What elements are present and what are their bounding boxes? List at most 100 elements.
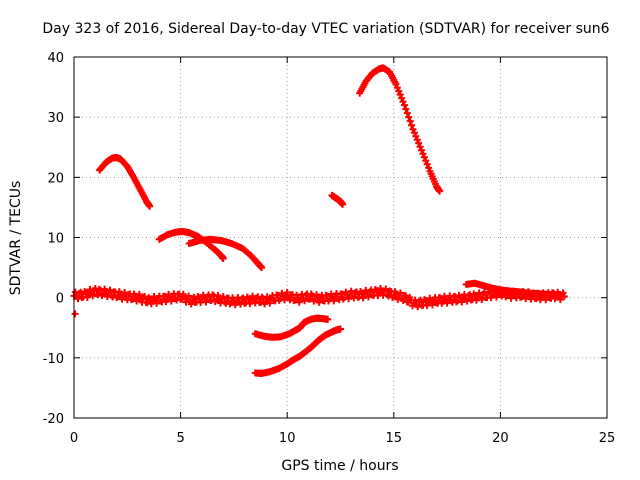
data-point (219, 293, 227, 301)
data-point (106, 286, 114, 294)
data-point (406, 117, 414, 125)
x-tick-label: 0 (70, 431, 78, 446)
data-point (75, 289, 83, 297)
data-point (382, 285, 390, 293)
tick-labels: 0 5 10 15 20 25 -20 -10 0 10 20 30 40 (43, 51, 616, 446)
data-point (330, 297, 338, 305)
data-marks (70, 64, 568, 377)
data-point (219, 255, 227, 263)
series-segment-6 (251, 325, 344, 377)
data-point (315, 298, 323, 306)
series-segment-9 (356, 64, 444, 195)
data-point (89, 292, 97, 300)
data-point (423, 160, 431, 168)
data-point (560, 292, 568, 300)
data-point (420, 296, 428, 304)
series-segment-10 (462, 279, 564, 299)
data-point (403, 109, 411, 117)
data-point (420, 153, 428, 161)
data-point (418, 146, 426, 154)
data-point (419, 150, 427, 158)
data-point (167, 297, 175, 305)
data-point (422, 157, 430, 165)
data-point (153, 299, 161, 307)
data-point (339, 200, 347, 208)
data-point (324, 315, 332, 323)
series-segment-7 (251, 314, 332, 341)
data-point (388, 293, 396, 301)
series-segment-2 (71, 310, 79, 318)
data-point (146, 202, 154, 210)
data-point (408, 121, 416, 129)
data-point (556, 291, 564, 299)
data-point (202, 298, 210, 306)
data-point (428, 301, 436, 309)
data-point (395, 87, 403, 95)
x-tick-label: 10 (279, 431, 296, 446)
data-point (301, 297, 309, 305)
data-point (266, 299, 274, 307)
data-point (393, 84, 401, 92)
data-point (405, 113, 413, 121)
data-point (283, 288, 291, 296)
plot-frame (73, 56, 608, 419)
data-point (396, 289, 404, 297)
data-point (410, 129, 418, 137)
data-point (185, 292, 193, 300)
data-point (451, 293, 459, 301)
data-point (121, 288, 129, 296)
y-tick-label: 0 (56, 292, 64, 307)
data-point (463, 297, 471, 305)
series-segment-3 (96, 153, 154, 210)
data-point (74, 295, 82, 303)
y-tick-label: 30 (47, 111, 64, 126)
chart-title: Day 323 of 2016, Sidereal Day-to-day VTE… (42, 21, 609, 37)
data-point (399, 296, 407, 304)
data-point (337, 325, 344, 333)
data-point (113, 294, 121, 302)
data-point (415, 139, 423, 147)
data-point (86, 286, 94, 294)
data-point (413, 136, 421, 144)
data-point (414, 303, 422, 311)
data-point (400, 101, 408, 109)
data-point (145, 294, 153, 302)
series-segment-1 (70, 284, 568, 311)
data-point (257, 299, 265, 307)
data-point (436, 187, 444, 195)
data-point (409, 125, 417, 133)
y-tick-label: -10 (43, 352, 64, 367)
data-point (396, 91, 404, 99)
y-tick-label: 20 (47, 171, 64, 186)
data-point (364, 293, 372, 301)
data-point (394, 295, 402, 303)
data-point (398, 94, 406, 102)
y-tick-label: -20 (43, 412, 64, 427)
x-axis-label: GPS time / hours (281, 458, 398, 474)
data-point (392, 80, 400, 88)
data-point (464, 292, 472, 300)
y-axis-label: SDTVAR / TECUs (8, 181, 24, 296)
data-point (399, 98, 407, 106)
data-point (295, 298, 303, 306)
data-point (258, 264, 266, 272)
x-tick-label: 5 (176, 431, 184, 446)
x-tick-label: 15 (386, 431, 403, 446)
data-point (214, 291, 222, 299)
series-segment-8 (328, 191, 347, 208)
data-point (425, 164, 433, 172)
data-point (416, 143, 424, 151)
data-point (402, 105, 410, 113)
data-point (71, 310, 79, 318)
x-tick-label: 25 (599, 431, 616, 446)
data-point (492, 293, 500, 301)
data-point (81, 288, 89, 296)
data-point (135, 290, 143, 298)
y-tick-label: 40 (47, 51, 64, 66)
x-tick-label: 20 (492, 431, 509, 446)
y-tick-label: 10 (47, 232, 64, 247)
data-point (141, 292, 149, 300)
series-segment-5 (185, 235, 266, 272)
